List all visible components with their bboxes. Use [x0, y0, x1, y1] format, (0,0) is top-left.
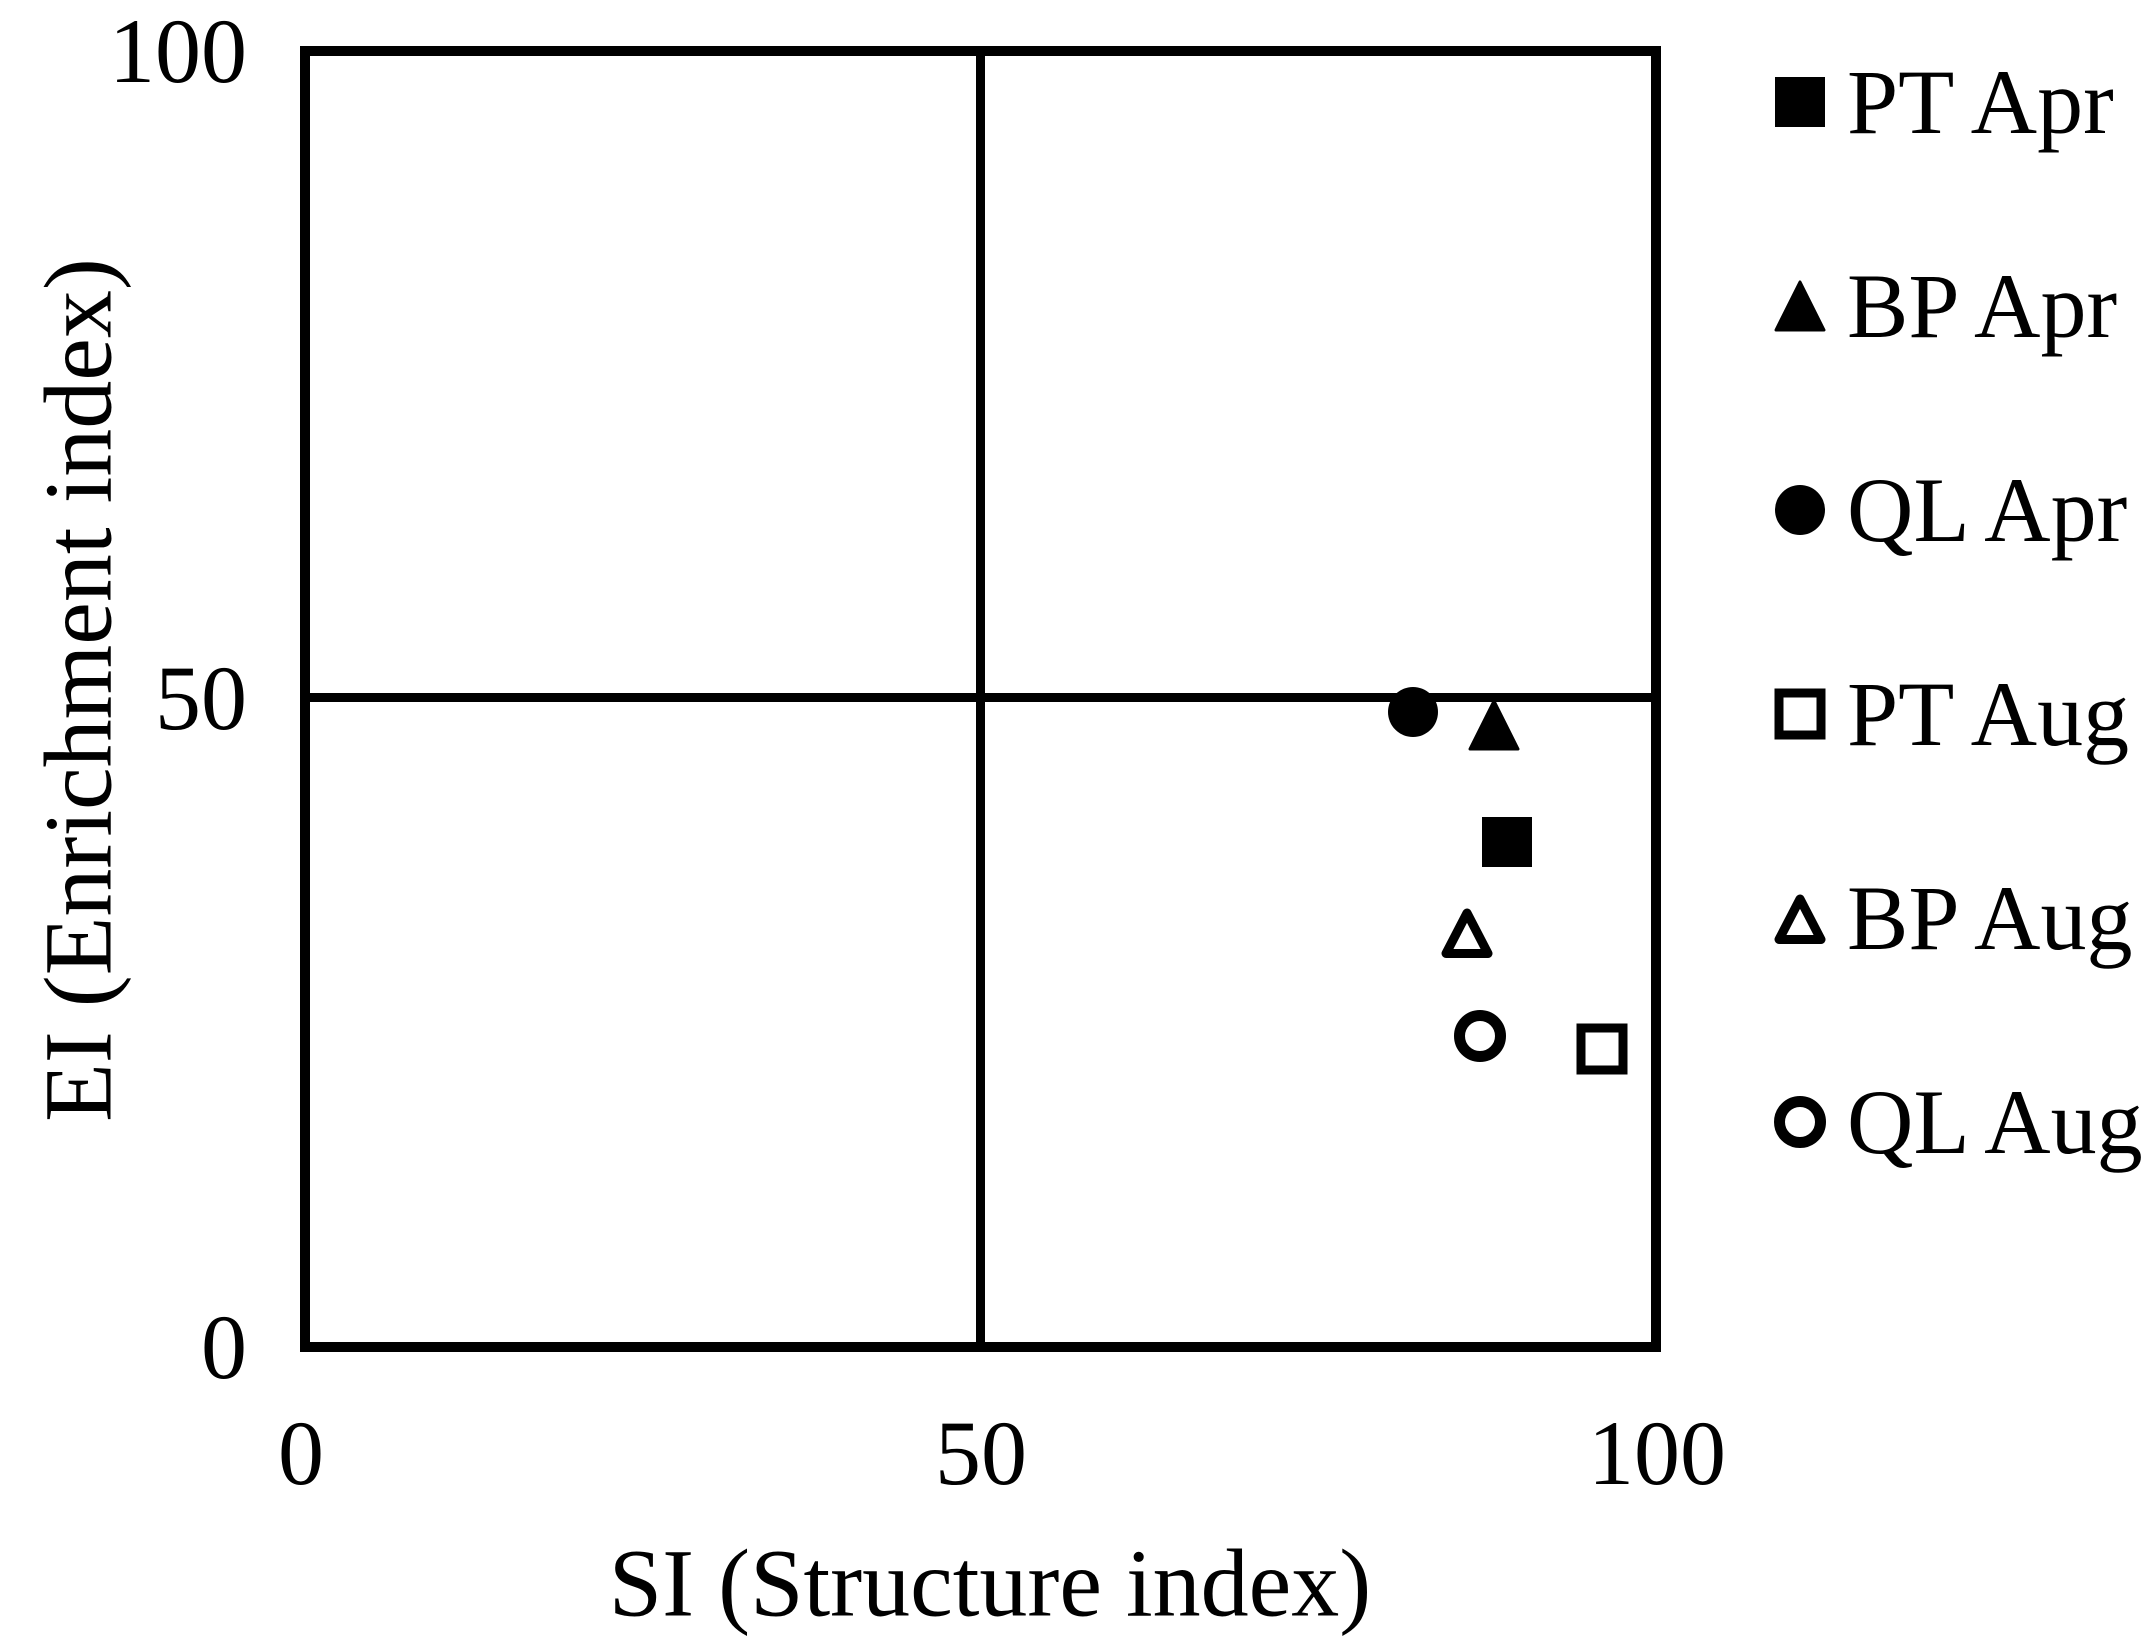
legend-label: PT Aug — [1847, 663, 2130, 765]
data-point-ql-aug — [1454, 1009, 1507, 1062]
legend-label: QL Aug — [1847, 1071, 2142, 1173]
square-open-icon — [1774, 688, 1826, 740]
data-point-bp-apr — [1468, 699, 1520, 751]
legend-item-bp-aug: BP Aug — [1774, 816, 2142, 1020]
circle-filled-icon — [1774, 484, 1826, 536]
legend: PT Apr BP Apr QL Apr PT Aug BP Aug QL Aug — [1774, 0, 2142, 1224]
x-tick-label-100: 100 — [1588, 1402, 1726, 1504]
legend-item-bp-apr: BP Apr — [1774, 204, 2142, 408]
legend-label: QL Apr — [1847, 459, 2128, 561]
legend-item-ql-apr: QL Apr — [1774, 408, 2142, 612]
plot-area — [300, 46, 1661, 1352]
legend-label: BP Apr — [1847, 255, 2118, 357]
quadrant-horizontal-line — [310, 693, 1651, 702]
data-point-pt-aug — [1576, 1023, 1628, 1075]
x-tick-label-0: 0 — [278, 1402, 324, 1504]
legend-label: PT Apr — [1847, 51, 2114, 153]
legend-label: BP Aug — [1847, 867, 2133, 969]
legend-item-ql-aug: QL Aug — [1774, 1020, 2142, 1224]
y-tick-label-100: 100 — [109, 0, 247, 102]
circle-open-icon — [1774, 1096, 1826, 1148]
y-tick-label-50: 50 — [155, 647, 247, 749]
data-point-ql-apr — [1387, 686, 1439, 738]
legend-item-pt-aug: PT Aug — [1774, 612, 2142, 816]
legend-item-pt-apr: PT Apr — [1774, 0, 2142, 204]
data-point-bp-aug — [1441, 906, 1493, 959]
triangle-open-icon — [1774, 892, 1826, 944]
y-tick-label-0: 0 — [201, 1296, 247, 1398]
square-filled-icon — [1774, 76, 1826, 128]
triangle-filled-icon — [1774, 280, 1826, 332]
x-axis-title: SI (Structure index) — [608, 1529, 1372, 1637]
x-tick-label-50: 50 — [935, 1402, 1027, 1504]
data-point-pt-apr — [1481, 816, 1533, 868]
